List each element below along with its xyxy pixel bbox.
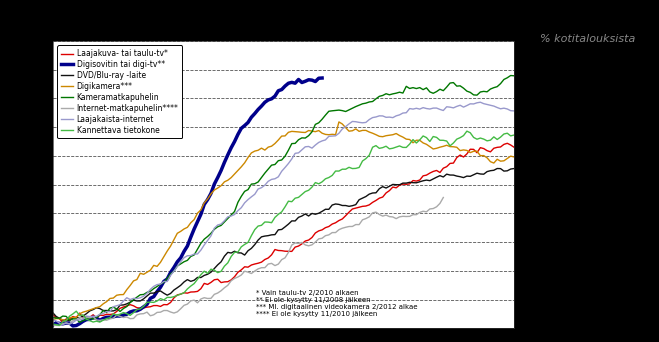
Text: % kotitalouksista: % kotitalouksista bbox=[540, 34, 636, 44]
Text: * Vain taulu-tv 2/2010 alkaen
** Ei ole kysytty 11/2008 jälkeen
*** Ml. digitaal: * Vain taulu-tv 2/2010 alkaen ** Ei ole … bbox=[256, 290, 417, 317]
Legend: Laajakuva- tai taulu-tv*, Digisovitin tai digi-tv**, DVD/Blu-ray -laite, Digikam: Laajakuva- tai taulu-tv*, Digisovitin ta… bbox=[57, 45, 183, 139]
